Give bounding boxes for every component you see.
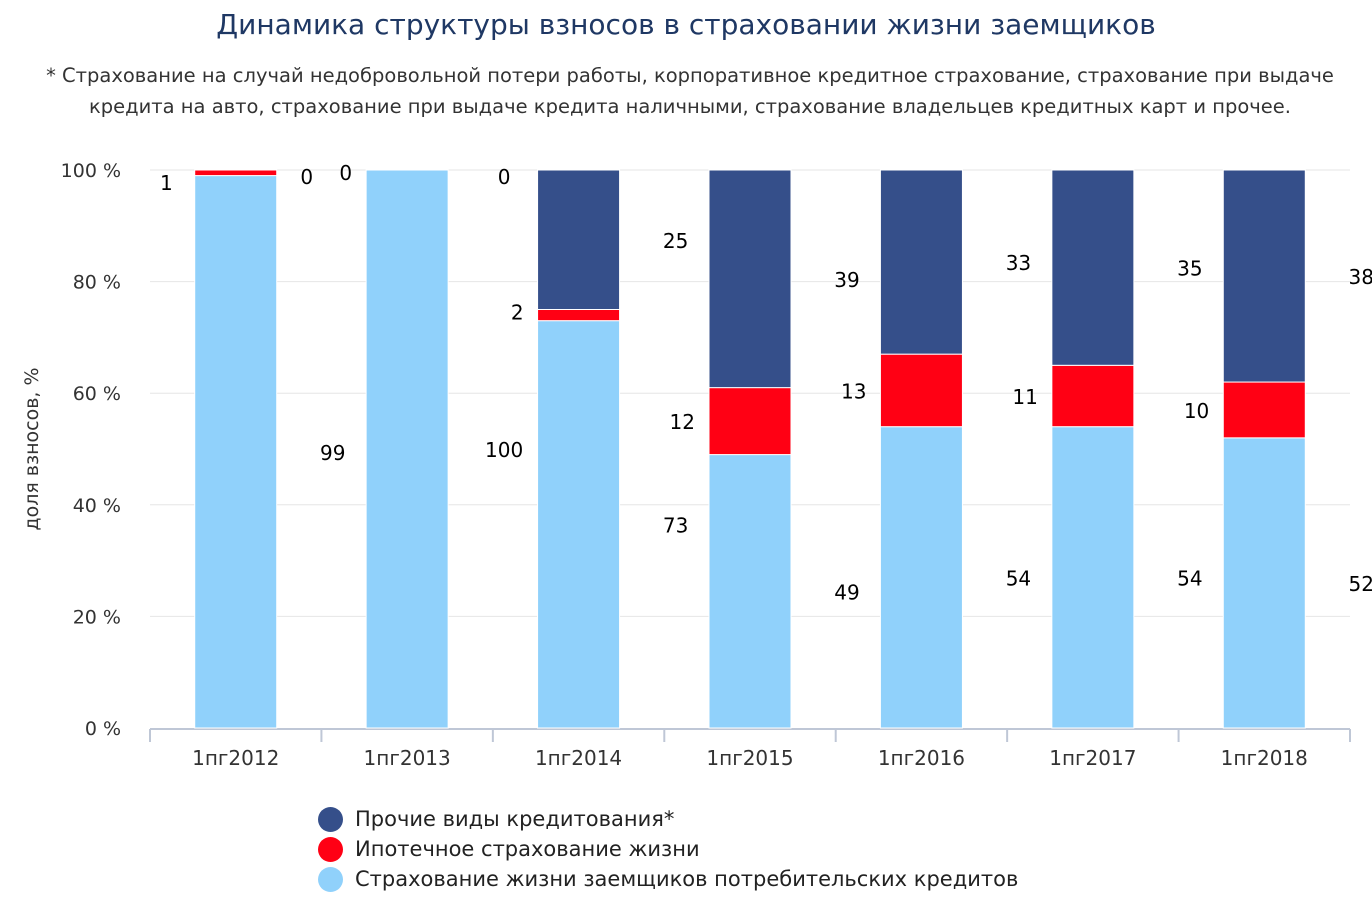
- bar-segment: [1051, 426, 1135, 729]
- data-label: 54: [1006, 566, 1031, 590]
- bar-segment: [879, 169, 963, 355]
- data-label: 33: [1006, 251, 1031, 275]
- x-tick-label: 1пг2017: [1049, 746, 1136, 770]
- legend-swatch: [318, 836, 343, 862]
- bar-segment: [879, 353, 963, 428]
- data-label: 54: [1177, 566, 1202, 590]
- bar-segment: [365, 169, 449, 729]
- data-label: 1: [160, 171, 173, 195]
- bar-segment: [1222, 437, 1306, 729]
- data-label: 39: [834, 268, 859, 292]
- legend-item: Ипотечное страхование жизни: [318, 834, 1018, 864]
- y-tick-label: 40 %: [73, 495, 121, 517]
- stacked-bar-chart: 0 % 20 % 40 % 60 % 80 % 100 % доля взносов, % 9…: [21, 160, 1372, 770]
- bar-segment: [537, 169, 621, 310]
- x-tick-label: 1пг2018: [1221, 746, 1308, 770]
- data-label: 38: [1349, 265, 1372, 289]
- data-label: 49: [834, 580, 859, 604]
- x-tick-label: 1пг2016: [878, 746, 965, 770]
- bar-segment: [194, 169, 278, 177]
- bar-segment: [708, 454, 792, 729]
- bar-segment: [537, 309, 621, 322]
- legend-label: Ипотечное страхование жизни: [355, 837, 700, 861]
- data-label: 100: [485, 438, 523, 462]
- y-axis-label: доля взносов, %: [21, 367, 43, 530]
- y-tick-label: 0 %: [85, 718, 121, 740]
- bar-segment: [1051, 364, 1135, 428]
- data-label: 13: [841, 379, 866, 403]
- chart-subtitle: * Страхование на случай недобровольной п…: [46, 64, 1334, 118]
- bar-segment: [708, 169, 792, 389]
- legend-label: Прочие виды кредитования*: [355, 807, 675, 831]
- bar-segment: [1222, 381, 1306, 439]
- data-label: 73: [663, 513, 688, 537]
- x-tick-label: 1пг2012: [192, 746, 279, 770]
- data-label: 35: [1177, 257, 1202, 281]
- data-label: 12: [670, 410, 695, 434]
- data-label: 0: [339, 161, 352, 185]
- data-label: 10: [1184, 399, 1209, 423]
- bar-segment: [194, 175, 278, 729]
- y-tick-label: 60 %: [73, 383, 121, 405]
- bar-segment: [879, 426, 963, 729]
- chart-title: Динамика структуры взносов в страховании…: [216, 8, 1156, 41]
- bar-segment: [537, 320, 621, 729]
- data-label: 25: [663, 229, 688, 253]
- legend-item: Прочие виды кредитования*: [318, 804, 1018, 834]
- data-label: 0: [498, 165, 511, 189]
- legend-label: Страхование жизни заемщиков потребительс…: [355, 867, 1019, 891]
- legend-swatch: [318, 806, 343, 832]
- y-tick-label: 100 %: [61, 160, 121, 182]
- data-label: 99: [320, 441, 345, 465]
- x-tick-label: 1пг2014: [535, 746, 622, 770]
- legend-swatch: [318, 866, 343, 892]
- data-label: 0: [300, 165, 313, 189]
- x-tick-label: 1пг2013: [364, 746, 451, 770]
- x-tick-label: 1пг2015: [706, 746, 793, 770]
- y-tick-label: 80 %: [73, 272, 121, 294]
- bar-segment: [1222, 169, 1306, 383]
- bar-segment: [1051, 169, 1135, 366]
- data-label: 11: [1012, 385, 1037, 409]
- chart-legend: Прочие виды кредитования* Ипотечное страх…: [318, 804, 1018, 894]
- legend-item: Страхование жизни заемщиков потребительс…: [318, 864, 1018, 894]
- bar-segment: [708, 387, 792, 456]
- data-label: 2: [511, 301, 524, 325]
- y-tick-label: 20 %: [73, 606, 121, 628]
- data-label: 52: [1349, 572, 1372, 596]
